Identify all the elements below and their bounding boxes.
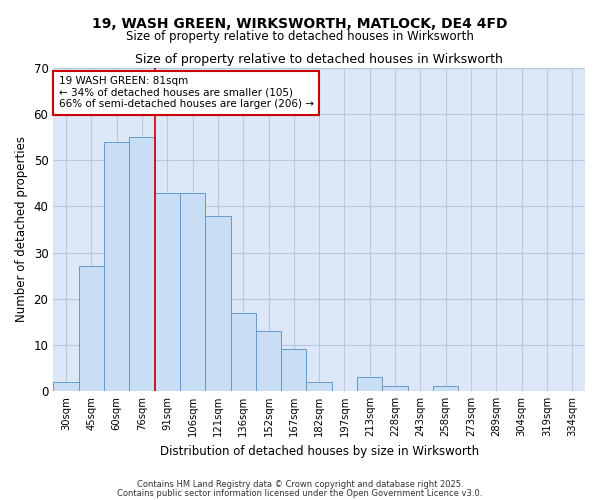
- Bar: [104, 142, 129, 391]
- Bar: [79, 266, 104, 391]
- Text: 19 WASH GREEN: 81sqm
← 34% of detached houses are smaller (105)
66% of semi-deta: 19 WASH GREEN: 81sqm ← 34% of detached h…: [59, 76, 314, 110]
- Bar: [205, 216, 230, 391]
- X-axis label: Distribution of detached houses by size in Wirksworth: Distribution of detached houses by size …: [160, 444, 479, 458]
- Text: 19, WASH GREEN, WIRKSWORTH, MATLOCK, DE4 4FD: 19, WASH GREEN, WIRKSWORTH, MATLOCK, DE4…: [92, 18, 508, 32]
- Bar: [307, 382, 332, 391]
- Text: Contains HM Land Registry data © Crown copyright and database right 2025.: Contains HM Land Registry data © Crown c…: [137, 480, 463, 489]
- Bar: [180, 192, 205, 391]
- Text: Contains public sector information licensed under the Open Government Licence v3: Contains public sector information licen…: [118, 488, 482, 498]
- Bar: [281, 350, 307, 391]
- Title: Size of property relative to detached houses in Wirksworth: Size of property relative to detached ho…: [135, 52, 503, 66]
- Bar: [129, 137, 155, 391]
- Y-axis label: Number of detached properties: Number of detached properties: [15, 136, 28, 322]
- Bar: [433, 386, 458, 391]
- Text: Size of property relative to detached houses in Wirksworth: Size of property relative to detached ho…: [126, 30, 474, 43]
- Bar: [155, 192, 180, 391]
- Bar: [230, 312, 256, 391]
- Bar: [53, 382, 79, 391]
- Bar: [357, 377, 382, 391]
- Bar: [256, 331, 281, 391]
- Bar: [382, 386, 408, 391]
